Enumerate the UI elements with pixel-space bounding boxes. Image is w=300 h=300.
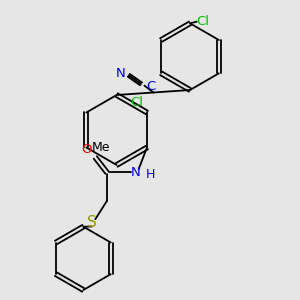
Text: N: N <box>130 166 140 179</box>
Text: Cl: Cl <box>130 96 144 109</box>
Text: Me: Me <box>92 141 110 154</box>
Text: S: S <box>87 215 97 230</box>
Text: Cl: Cl <box>197 15 210 28</box>
Text: O: O <box>82 143 92 156</box>
Text: C: C <box>146 80 155 93</box>
Text: N: N <box>116 67 125 80</box>
Text: H: H <box>146 168 155 181</box>
